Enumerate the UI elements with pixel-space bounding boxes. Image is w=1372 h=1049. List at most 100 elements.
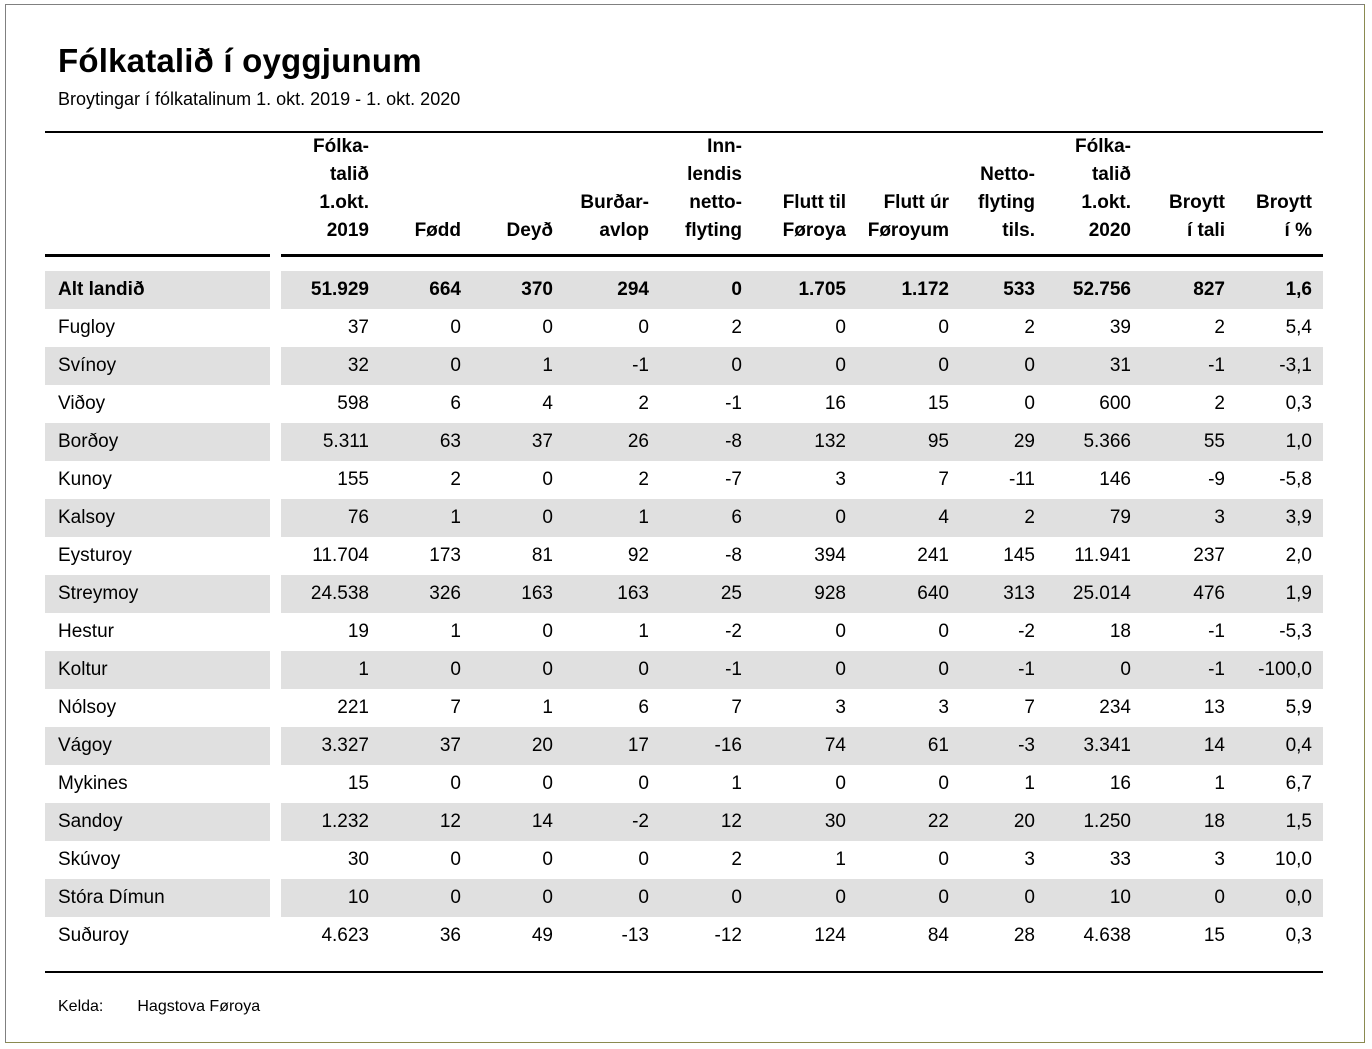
cell-innlendis-nettoflyting: -8 [660, 422, 753, 461]
cell-flutt-ur-foroyum: 0 [857, 346, 960, 385]
table-row: Nólsoy 221 7 1 6 7 3 3 7 234 13 5,9 [45, 688, 1323, 727]
table-row: Mykines 15 0 0 0 1 0 0 1 16 1 6,7 [45, 764, 1323, 803]
table-bottom-rule [45, 954, 1323, 973]
cell-broytt-i-prosent: 10,0 [1275, 848, 1312, 870]
cell-flutt-til-foroya: 3 [835, 696, 846, 718]
cell-fodd: 6 [450, 392, 461, 414]
cell-innlendis-nettoflyting: 12 [660, 802, 753, 841]
cell-deyd: 0 [542, 620, 553, 642]
cell-fodd: 0 [380, 346, 472, 385]
cell-flutt-ur-foroyum: 95 [857, 422, 960, 461]
cell-folkatal-1okt-2020: 5.366 [1046, 422, 1142, 461]
column-header-flutt-til-foroya: Flutt til Føroya [753, 131, 857, 257]
column-gap [270, 688, 281, 727]
column-header-broytt-i-tali: Broytt í tali [1142, 131, 1236, 257]
cell-folkatal-1okt-2020: 52.756 [1046, 270, 1142, 309]
cell-innlendis-nettoflyting: -8 [725, 544, 742, 566]
cell-folkatal-1okt-2019: 30 [347, 848, 369, 870]
cell-flutt-ur-foroyum: 4 [857, 498, 960, 537]
cell-broytt-i-tali: 3 [1142, 498, 1236, 537]
cell-broytt-i-prosent: 1,6 [1236, 270, 1323, 309]
cell-fodd: 664 [380, 270, 472, 309]
cell-nettoflyting-tils: -2 [1018, 620, 1035, 642]
cell-folkatal-1okt-2020: 79 [1046, 498, 1142, 537]
cell-broytt-i-tali: 0 [1142, 878, 1236, 917]
table-row: Vágoy 3.327 37 20 17 -16 74 61 -3 3.341 14 0,4 [45, 726, 1323, 765]
cell-broytt-i-prosent: -100,0 [1236, 650, 1323, 689]
cell-nettoflyting-tils: 2 [1024, 316, 1035, 338]
cell-broytt-i-prosent: 5,4 [1285, 316, 1312, 338]
cell-flutt-ur-foroyum: 0 [938, 772, 949, 794]
row-label: Streymoy [45, 574, 270, 613]
cell-broytt-i-tali: 55 [1142, 422, 1236, 461]
cell-deyd: 14 [472, 802, 564, 841]
cell-folkatal-1okt-2019: 4.623 [321, 924, 369, 946]
cell-broytt-i-tali: 476 [1142, 574, 1236, 613]
cell-flutt-ur-foroyum: 0 [857, 878, 960, 917]
cell-flutt-til-foroya: 16 [824, 392, 846, 414]
cell-flutt-ur-foroyum: 241 [917, 544, 949, 566]
cell-nettoflyting-tils: 0 [1024, 392, 1035, 414]
cell-folkatal-1okt-2020: 1.250 [1046, 802, 1142, 841]
cell-fodd: 2 [450, 468, 461, 490]
row-label: Koltur [45, 650, 270, 689]
table-row: Streymoy 24.538 326 163 163 25 928 640 313 25.014… [45, 574, 1323, 613]
cell-folkatal-1okt-2019: 32 [281, 346, 380, 385]
cell-flutt-til-foroya: 0 [753, 650, 857, 689]
cell-broytt-i-prosent: -5,8 [1279, 468, 1312, 490]
cell-broytt-i-prosent: 0,0 [1236, 878, 1323, 917]
cell-folkatal-1okt-2020: 4.638 [1083, 924, 1131, 946]
cell-deyd: 4 [542, 392, 553, 414]
column-header-flutt-ur-foroyum: Flutt úr Føroyum [857, 131, 960, 257]
cell-folkatal-1okt-2020: 234 [1099, 696, 1131, 718]
row-label: Borðoy [45, 422, 270, 461]
spacer [45, 255, 1323, 271]
cell-fodd: 36 [439, 924, 461, 946]
cell-flutt-til-foroya: 124 [814, 924, 846, 946]
row-label: Hestur [58, 620, 114, 642]
cell-broytt-i-tali: 1 [1214, 772, 1225, 794]
cell-nettoflyting-tils: 533 [960, 270, 1046, 309]
source-note: Kelda: Hagstova Føroya [58, 998, 260, 1016]
table-header-row: Fólka- talið 1.okt. 2019 Fødd Deyð Burðar- … [45, 131, 1323, 257]
cell-folkatal-1okt-2019: 37 [347, 316, 369, 338]
cell-nettoflyting-tils: -1 [960, 650, 1046, 689]
column-gap [270, 612, 281, 651]
row-label: Skúvoy [58, 848, 121, 870]
table-row: Alt landið 51.929 664 370 294 0 1.705 1.172 533 5… [45, 270, 1323, 309]
cell-fodd: 37 [380, 726, 472, 765]
cell-broytt-i-prosent: 2,0 [1285, 544, 1312, 566]
cell-nettoflyting-tils: 0 [960, 346, 1046, 385]
column-gap [270, 574, 281, 613]
spacer [45, 954, 1323, 973]
row-label: Kalsoy [45, 498, 270, 537]
row-label: Eysturoy [58, 544, 132, 566]
cell-flutt-ur-foroyum: 22 [857, 802, 960, 841]
cell-flutt-til-foroya: 1 [835, 848, 846, 870]
cell-fodd: 0 [380, 650, 472, 689]
cell-burdaravlop: 0 [638, 316, 649, 338]
cell-flutt-til-foroya: 132 [753, 422, 857, 461]
cell-folkatal-1okt-2019: 19 [347, 620, 369, 642]
column-gap [270, 422, 281, 461]
cell-burdaravlop: 0 [564, 650, 660, 689]
cell-fodd: 0 [450, 848, 461, 870]
cell-broytt-i-tali: 14 [1142, 726, 1236, 765]
column-gap [270, 840, 281, 879]
column-gap [270, 878, 281, 917]
cell-folkatal-1okt-2019: 1.232 [281, 802, 380, 841]
cell-deyd: 49 [531, 924, 553, 946]
cell-fodd: 0 [380, 878, 472, 917]
cell-burdaravlop: 26 [564, 422, 660, 461]
cell-folkatal-1okt-2019: 1 [281, 650, 380, 689]
row-label: Mykines [58, 772, 128, 794]
cell-flutt-ur-foroyum: 0 [938, 848, 949, 870]
cell-deyd: 0 [542, 468, 553, 490]
cell-flutt-til-foroya: 0 [753, 498, 857, 537]
cell-flutt-ur-foroyum: 640 [857, 574, 960, 613]
row-label: Stóra Dímun [45, 878, 270, 917]
cell-burdaravlop: 92 [627, 544, 649, 566]
column-header-folkatal-1okt-2019: Fólka- talið 1.okt. 2019 [281, 131, 380, 257]
cell-folkatal-1okt-2020: 10 [1046, 878, 1142, 917]
cell-burdaravlop: 163 [564, 574, 660, 613]
